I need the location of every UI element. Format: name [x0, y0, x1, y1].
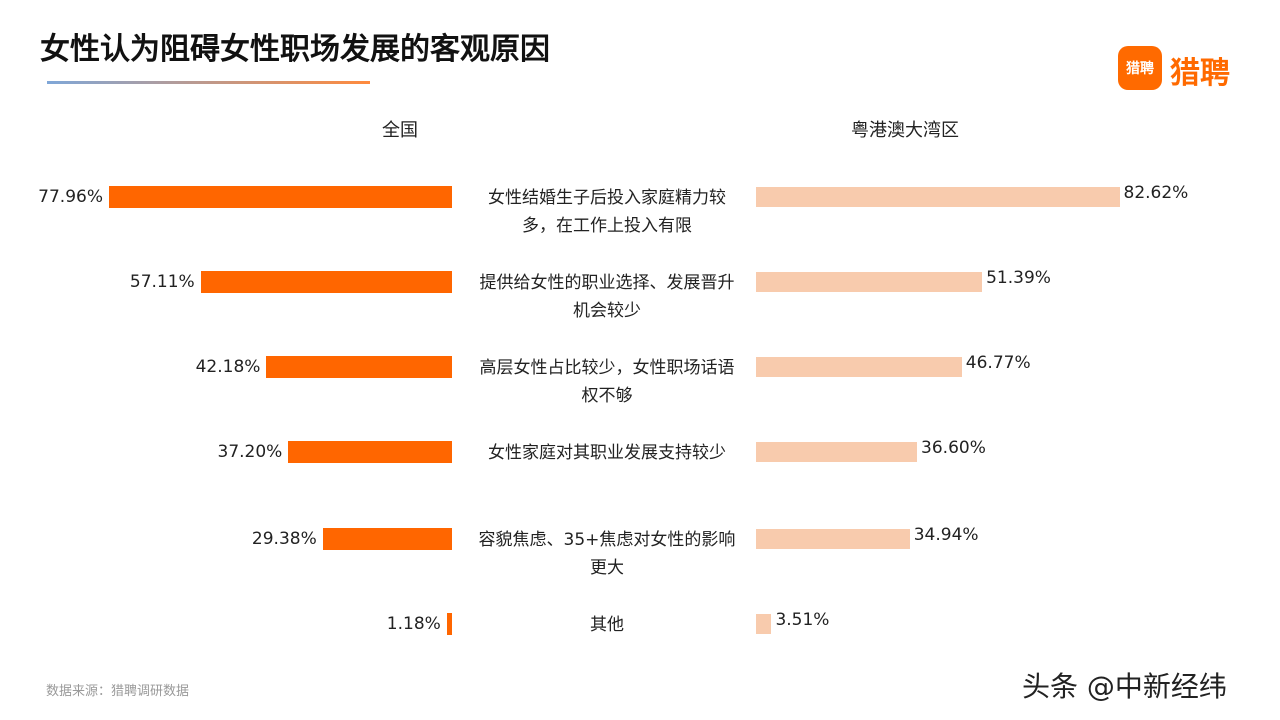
- value-label: 36.60%: [921, 438, 986, 458]
- title-rule: [47, 81, 370, 84]
- category-label: 高层女性占比较少，女性职场话语权不够: [479, 358, 735, 406]
- bar: [756, 357, 962, 377]
- category-label: 女性家庭对其职业发展支持较少: [488, 443, 726, 463]
- source: 数据来源：猎聘调研数据: [46, 684, 190, 699]
- value-label: 1.18%: [386, 614, 441, 634]
- logo-text: 猎聘: [1170, 56, 1230, 91]
- bar: [288, 441, 452, 463]
- bar: [108, 186, 452, 208]
- value-label: 77.96%: [38, 187, 103, 207]
- title: 女性认为阻碍女性职场发展的客观原因: [40, 32, 550, 67]
- value-label: 42.18%: [195, 357, 261, 377]
- value-label: 82.62%: [1123, 183, 1189, 203]
- bar: [322, 528, 452, 550]
- category-label: 提供给女性的职业选择、发展晋升机会较少: [479, 273, 735, 321]
- value-label: 46.77%: [965, 353, 1031, 373]
- bar: [200, 271, 452, 293]
- bar: [756, 187, 1120, 207]
- series-header: 粤港澳大湾区: [851, 120, 959, 141]
- bar: [756, 442, 918, 462]
- value-label: 57.11%: [129, 272, 195, 292]
- bar: [446, 613, 452, 635]
- bar: [266, 356, 452, 378]
- value-label: 29.38%: [251, 529, 317, 549]
- bar: [756, 272, 983, 292]
- value-label: 34.94%: [913, 525, 979, 545]
- category-label: 女性结婚生子后投入家庭精力较多，在工作上投入有限: [488, 188, 726, 236]
- value-label: 3.51%: [775, 610, 830, 630]
- logo-icon: 猎聘: [1118, 46, 1162, 90]
- bar: [756, 529, 910, 549]
- category-label: 容貌焦虑、35+焦虑对女性的影响更大: [478, 530, 736, 578]
- series-header: 全国: [382, 120, 418, 141]
- value-label: 51.39%: [986, 268, 1051, 288]
- watermark: 头条 @中新经纬: [1022, 670, 1227, 703]
- bar: [756, 614, 772, 634]
- value-label: 37.20%: [217, 442, 283, 462]
- category-label: 其他: [590, 615, 624, 635]
